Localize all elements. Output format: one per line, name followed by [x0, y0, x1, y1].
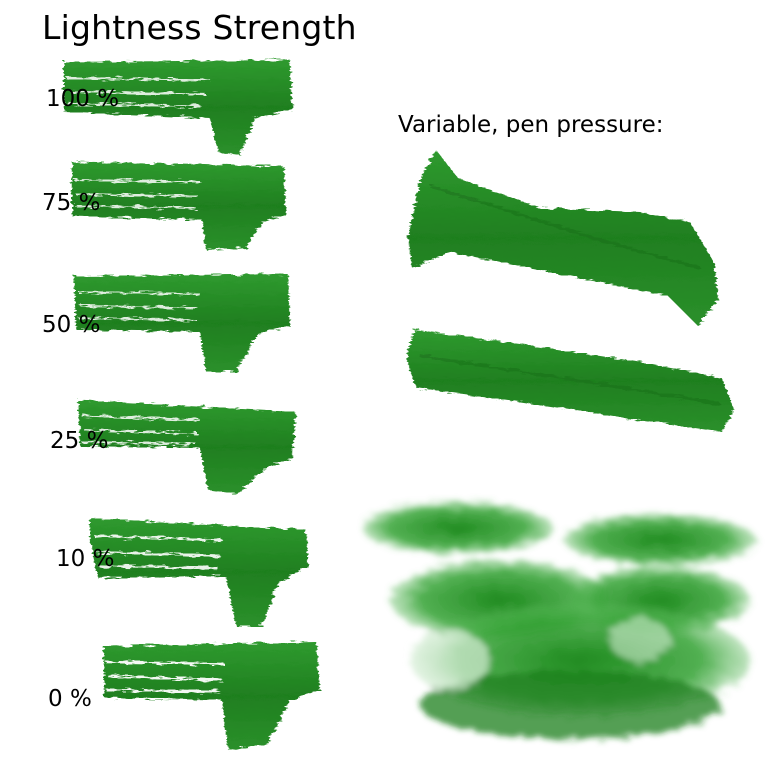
sample-label-50: 50 %: [42, 312, 101, 338]
sample-label-10: 10 %: [56, 546, 115, 572]
sample-label-25: 25 %: [50, 428, 109, 454]
grass-texture-blob: [362, 502, 756, 739]
sample-label-0: 0 %: [48, 686, 92, 712]
stroke-sample-0: [104, 642, 320, 750]
stroke-sample-25: [78, 400, 296, 494]
sample-label-100: 100 %: [46, 86, 120, 112]
pressure-stroke-even: [406, 330, 734, 432]
sample-label-75: 75 %: [42, 190, 101, 216]
pressure-stroke-tapered: [408, 150, 718, 326]
stroke-sample-75: [72, 162, 286, 250]
stroke-sample-50: [74, 274, 290, 372]
stroke-sample-100: [64, 60, 292, 155]
stroke-sample-10: [90, 518, 308, 626]
pressure-section-title: Variable, pen pressure:: [398, 112, 664, 138]
page-title: Lightness Strength: [42, 8, 357, 47]
